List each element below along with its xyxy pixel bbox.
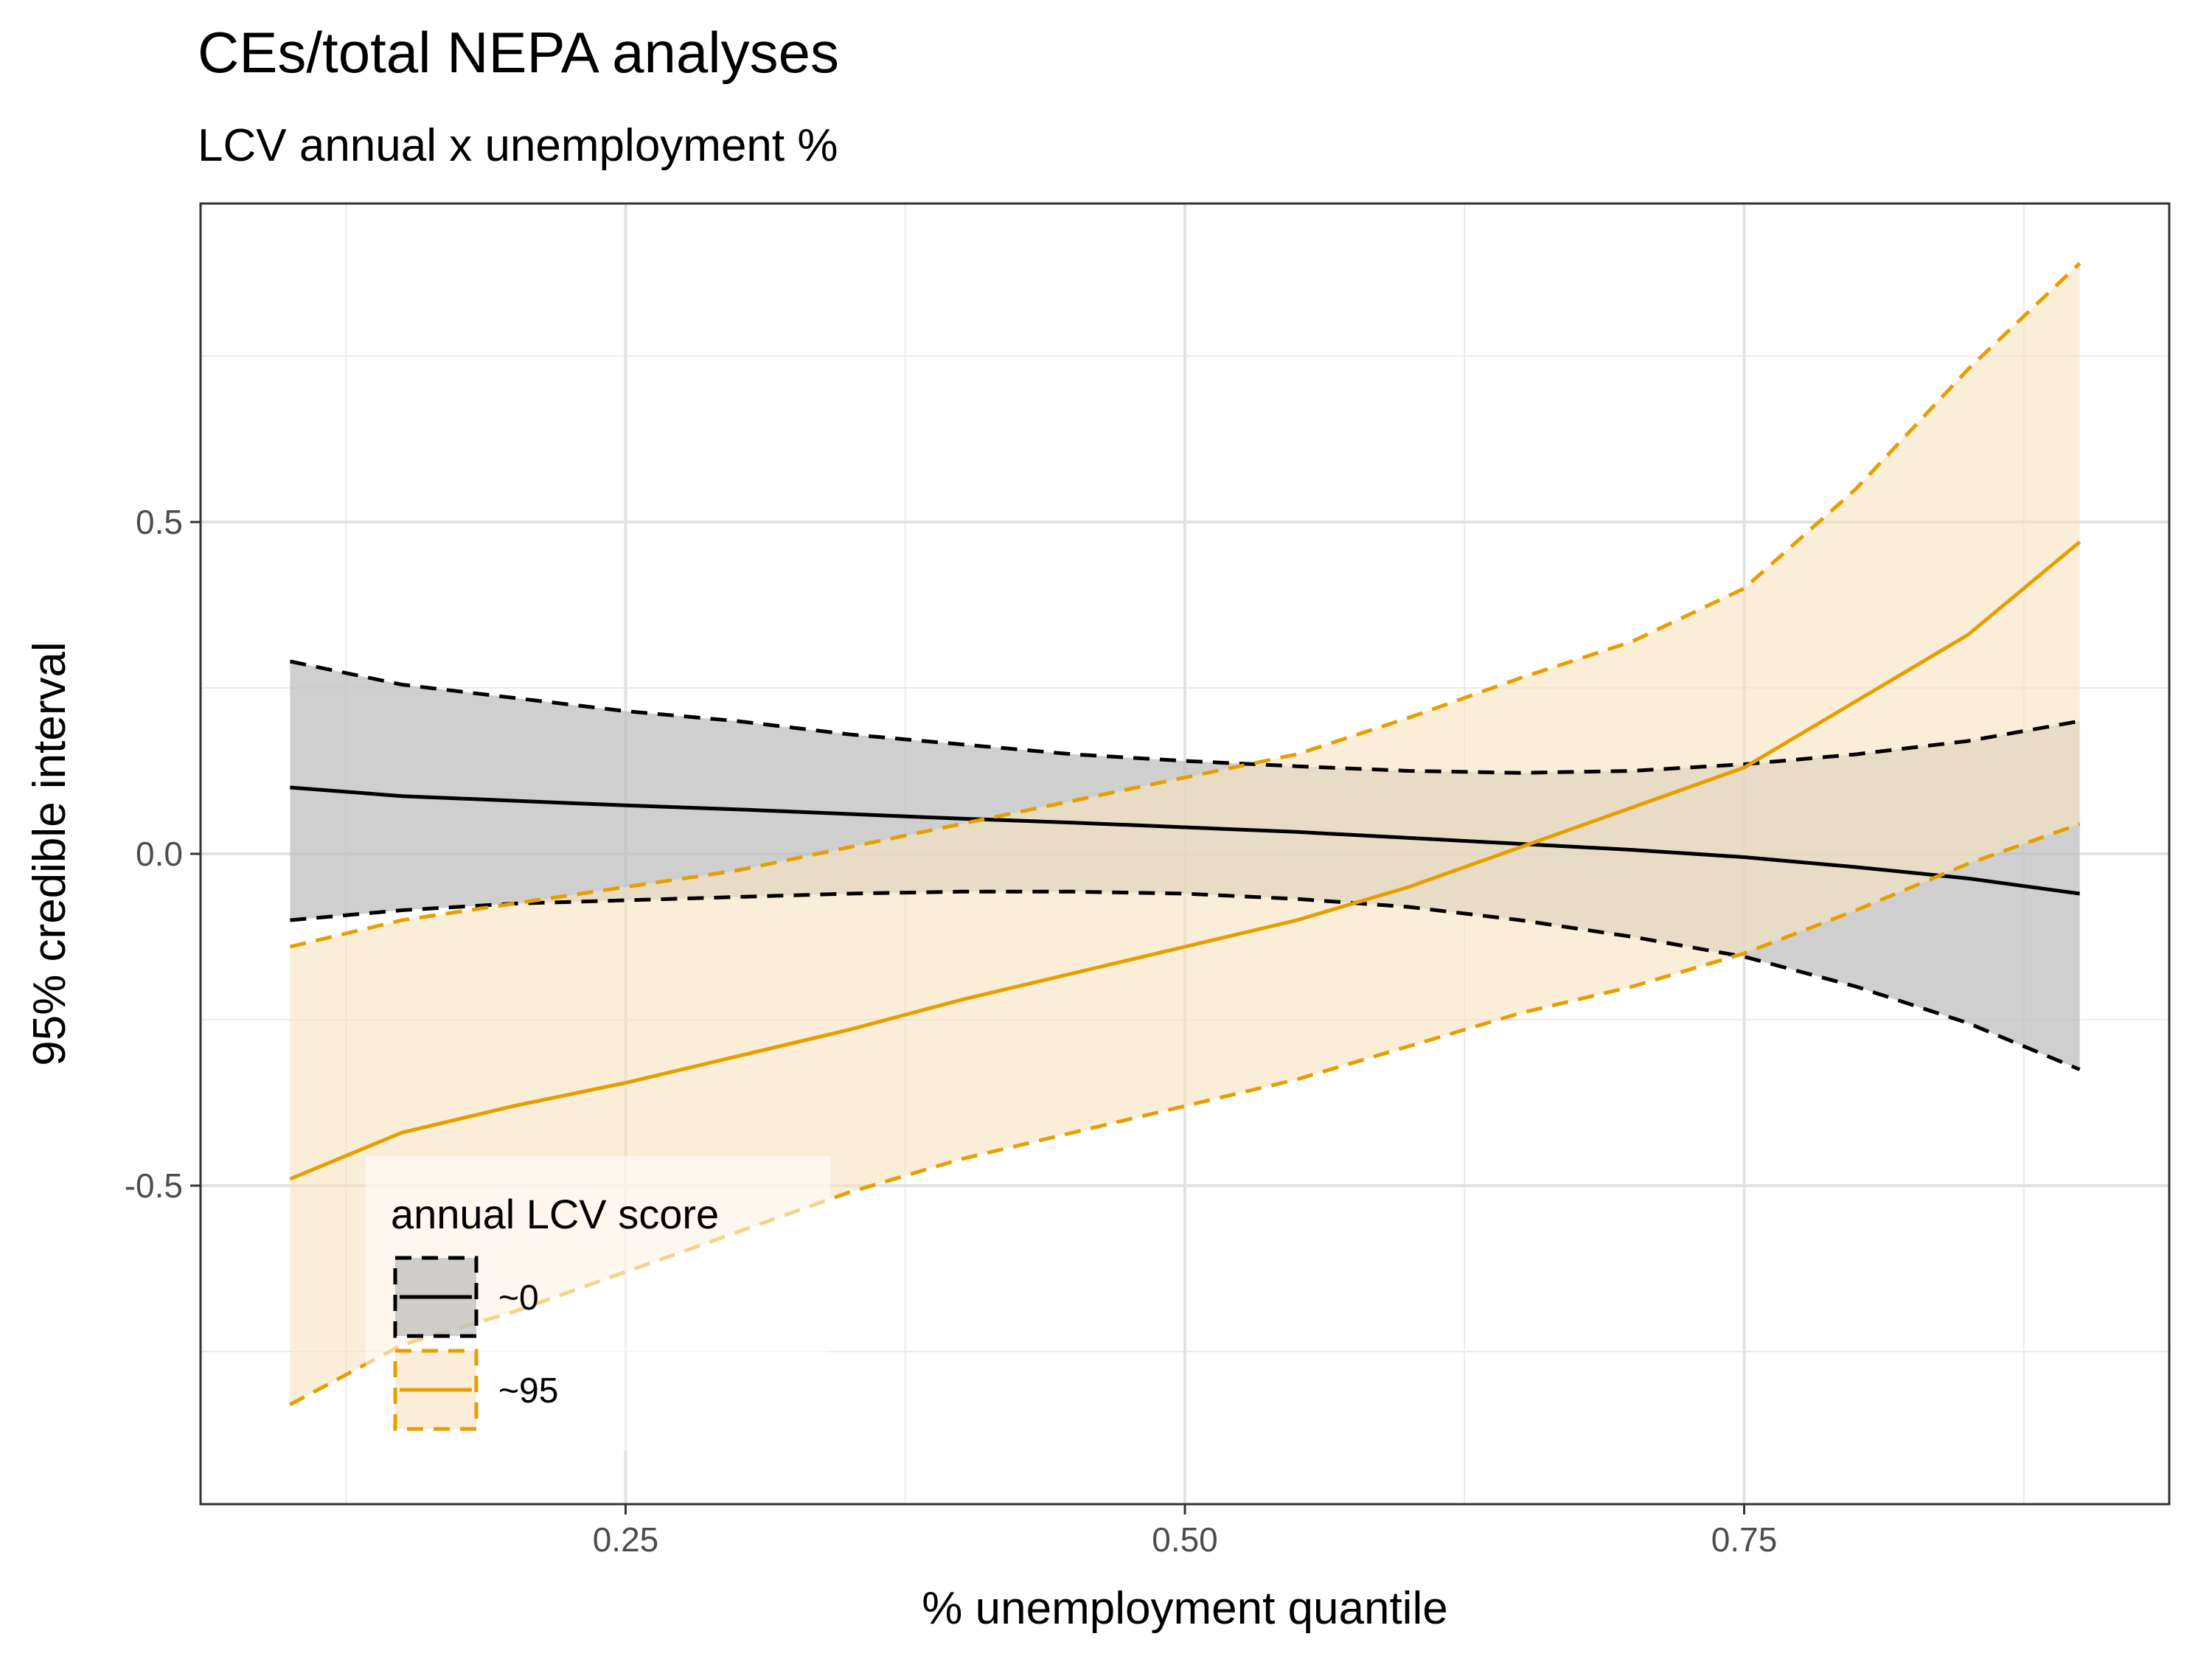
ribbon-lcv-95 <box>290 263 2080 1405</box>
ribbons <box>290 263 2080 1405</box>
legend-title: annual LCV score <box>391 1191 719 1237</box>
upper-bound-line-lcv-0 <box>289 659 2081 775</box>
chart-title: CEs/total NEPA analyses <box>198 20 839 85</box>
lower-bound-line-lcv-0 <box>290 889 2081 1071</box>
mean-line-lcv-95 <box>289 540 2081 1181</box>
x-tick-label: 0.25 <box>593 1520 659 1559</box>
y-tick-label: 0.0 <box>136 835 183 873</box>
x-tick-label: 0.50 <box>1152 1520 1218 1559</box>
x-tick-label: 0.75 <box>1711 1520 1778 1559</box>
x-axis-title: % unemployment quantile <box>922 1583 1447 1634</box>
y-tick-label: 0.5 <box>136 503 183 541</box>
chart-subtitle: LCV annual x unemployment % <box>198 120 838 171</box>
legend: annual LCV score ~0 ~95 <box>366 1156 830 1451</box>
legend-keys: ~0 ~95 <box>393 1256 558 1431</box>
y-tick-label: -0.5 <box>125 1166 183 1205</box>
legend-label-lcv-95: ~95 <box>498 1371 558 1411</box>
y-axis-ticks: -0.5 0.0 0.5 <box>125 503 201 1205</box>
y-axis-title: 95% credible interval <box>24 641 75 1066</box>
upper-bound-line-lcv-95 <box>289 262 2081 949</box>
x-axis-ticks: 0.25 0.50 0.75 <box>593 1504 1778 1559</box>
mean-line-lcv-0 <box>290 785 2080 896</box>
legend-label-lcv-0: ~0 <box>498 1279 539 1318</box>
